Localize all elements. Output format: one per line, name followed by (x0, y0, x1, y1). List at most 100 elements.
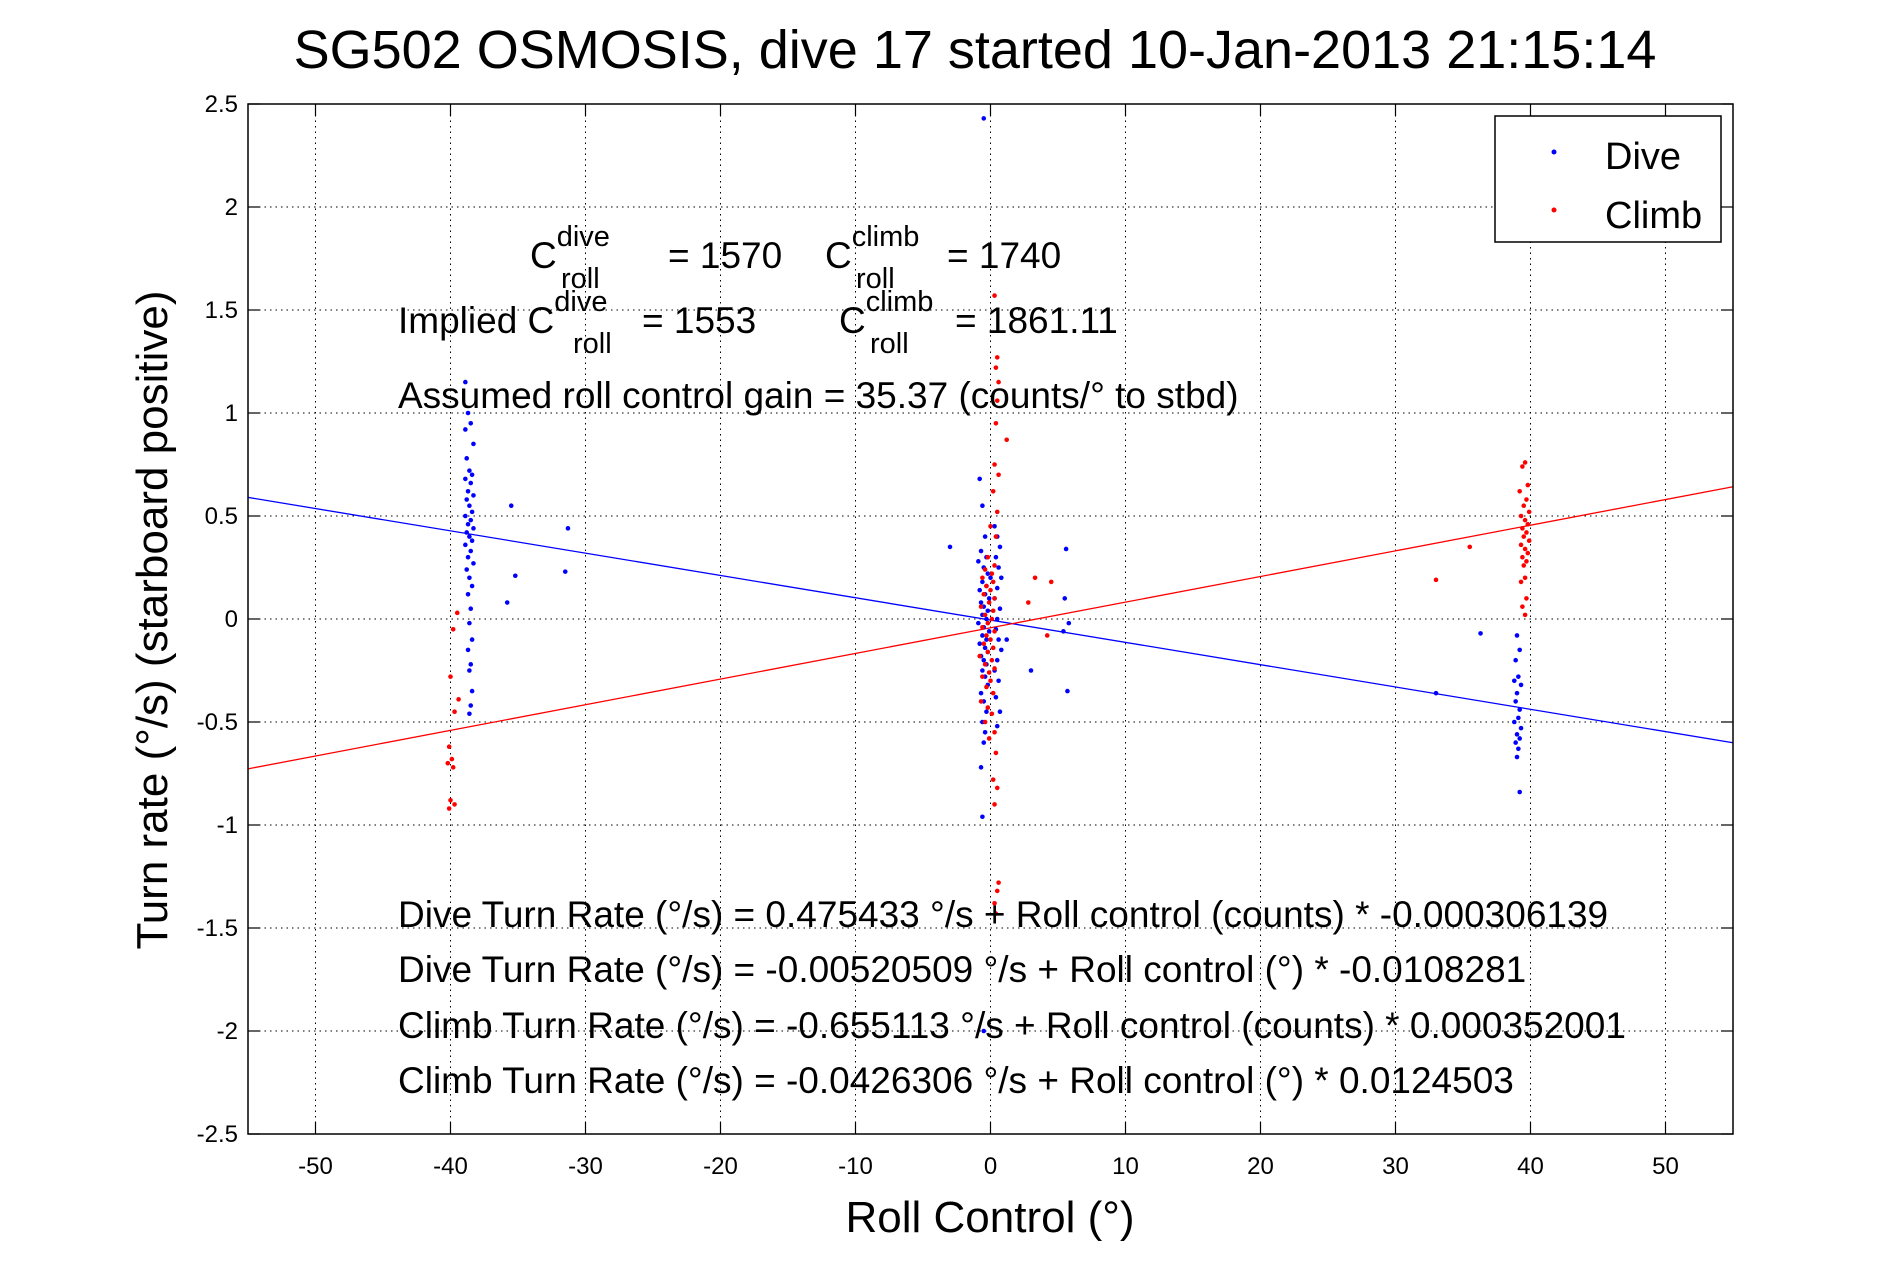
data-point-dive (1517, 789, 1522, 795)
data-point-climb (1522, 612, 1528, 618)
y-tick-label: -1.5 (197, 915, 238, 942)
data-point-dive (1513, 657, 1518, 663)
c-roll-dive-sub: roll (561, 263, 600, 295)
data-point-climb (993, 421, 999, 426)
data-point-dive (980, 503, 985, 509)
data-point-climb (1517, 488, 1522, 494)
data-point-dive (468, 517, 474, 523)
data-point-dive (977, 641, 982, 647)
data-point-dive (465, 410, 471, 416)
data-point-dive (465, 591, 471, 597)
data-point-climb (1524, 559, 1529, 564)
legend-box (1494, 115, 1722, 243)
data-point-climb (1525, 482, 1531, 488)
y-tick-label: -2 (217, 1018, 238, 1045)
fit-equations: Dive Turn Rate (°/s) = 0.475433 °/s + Ro… (398, 894, 1626, 1101)
data-point-dive (565, 526, 571, 531)
data-point-climb (446, 806, 452, 811)
data-point-climb (992, 293, 997, 298)
data-point-dive (1065, 688, 1070, 694)
data-point-climb (985, 649, 991, 655)
data-point-climb (994, 509, 1000, 515)
data-point-climb (993, 534, 999, 539)
data-point-dive (999, 647, 1004, 653)
data-point-climb (982, 612, 988, 618)
data-point-climb (1518, 542, 1524, 548)
data-point-dive (513, 573, 518, 579)
implied-climb-value: = 1861.11 (955, 300, 1118, 341)
implied-climb-sub: roll (870, 328, 909, 360)
data-point-dive (465, 521, 471, 527)
data-point-climb (1524, 497, 1529, 502)
data-point-climb (982, 719, 988, 725)
data-point-climb (1048, 579, 1054, 585)
c-roll-dive-base: C (530, 235, 557, 276)
svg-text:Cclimb: Cclimb (839, 286, 933, 341)
implied-prefix: Implied C (398, 300, 554, 341)
data-point-dive (471, 493, 476, 498)
data-point-dive (1512, 678, 1517, 684)
data-point-climb (1522, 517, 1528, 523)
chart-title: SG502 OSMOSIS, dive 17 started 10-Jan-20… (294, 20, 1657, 80)
data-point-climb (452, 802, 457, 807)
data-point-climb (992, 802, 997, 807)
data-point-climb (1518, 513, 1524, 519)
data-point-dive (468, 421, 474, 426)
data-point-climb (993, 750, 999, 756)
data-point-dive (465, 647, 471, 653)
data-point-dive (980, 668, 985, 673)
data-point-climb (1520, 464, 1525, 469)
data-point-climb (990, 488, 996, 494)
equation-climb-counts: Climb Turn Rate (°/s) = -0.655113 °/s + … (398, 1005, 1626, 1046)
data-point-dive (1516, 746, 1521, 752)
y-tick-label: 2.5 (205, 91, 238, 118)
c-roll-dive-sup: dive (557, 221, 610, 253)
y-tick-label: 1 (225, 400, 238, 427)
data-point-climb (449, 756, 455, 762)
implied-climb-base: C (839, 300, 866, 341)
data-point-climb (446, 744, 452, 750)
data-point-climb (1520, 526, 1525, 531)
data-point-climb (1044, 633, 1050, 638)
data-point-climb (986, 670, 992, 675)
data-point-dive (986, 629, 992, 634)
data-point-climb (992, 666, 997, 671)
data-point-climb (450, 765, 456, 770)
data-point-climb (978, 699, 984, 704)
data-point-climb (1467, 544, 1473, 550)
data-point-dive (468, 548, 474, 554)
data-point-climb (982, 662, 988, 667)
data-point-dive (469, 688, 475, 694)
data-point-dive (471, 441, 476, 447)
data-point-climb (1521, 534, 1527, 539)
data-point-dive (463, 427, 468, 432)
data-point-climb (992, 629, 997, 634)
data-point-dive (980, 633, 985, 638)
data-point-dive (508, 503, 514, 509)
data-point-dive (992, 524, 997, 529)
data-point-climb (448, 797, 453, 803)
data-point-dive (982, 534, 988, 539)
data-point-dive (469, 637, 475, 642)
c-roll-dive-value: = 1570 (668, 235, 782, 276)
data-point-climb (993, 365, 999, 370)
data-point-dive (984, 637, 989, 642)
data-point-climb (1518, 579, 1524, 585)
data-point-dive (463, 542, 468, 548)
data-point-dive (464, 530, 470, 535)
data-point-dive (981, 740, 987, 745)
c-roll-climb-sub: roll (856, 263, 895, 295)
data-point-climb (978, 604, 984, 609)
data-point-climb (981, 641, 987, 647)
data-point-dive (469, 509, 475, 515)
data-point-climb (448, 674, 453, 679)
data-point-dive (980, 579, 985, 585)
y-tick-label: 2 (225, 194, 238, 221)
data-point-dive (1517, 647, 1522, 653)
data-point-dive (994, 616, 1000, 622)
data-point-climb (988, 524, 993, 529)
data-point-climb (1433, 577, 1439, 583)
data-point-dive (1514, 754, 1520, 760)
data-point-dive (947, 544, 953, 550)
data-point-climb (1521, 503, 1527, 509)
